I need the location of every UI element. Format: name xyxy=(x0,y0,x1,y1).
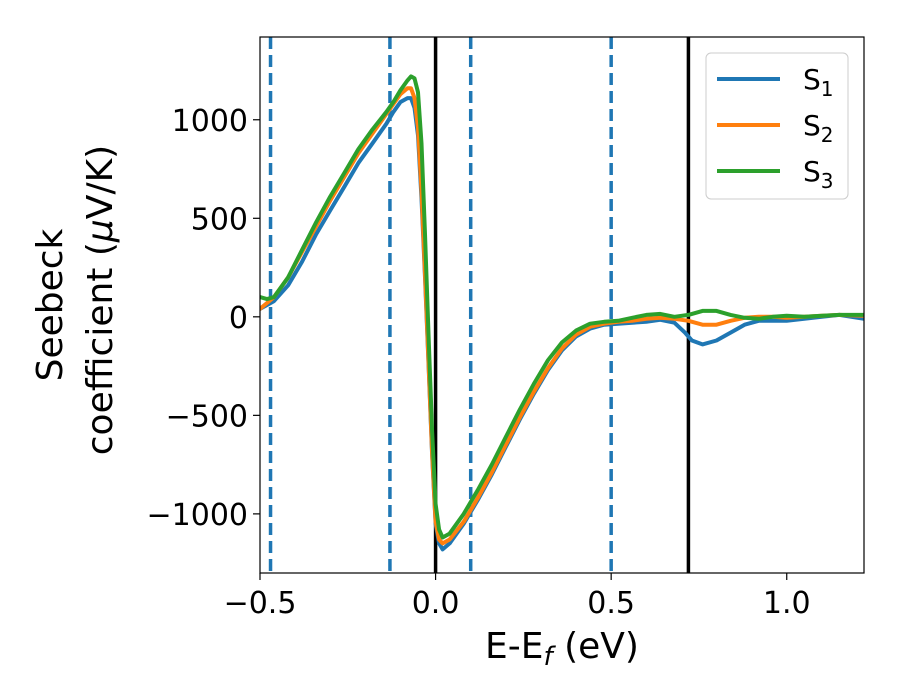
y-axis-label-line2-a: coefficient ( xyxy=(80,242,121,455)
legend: S1 S2 S3 xyxy=(705,52,849,200)
x-tick-label: 0.5 xyxy=(587,586,635,621)
y-tick-label: −1000 xyxy=(147,498,248,533)
series-line-S2 xyxy=(260,86,864,546)
legend-label-S3: S3 xyxy=(803,155,834,193)
legend-label-S2: S2 xyxy=(803,109,834,147)
x-axis-label-unit: (eV) xyxy=(553,626,639,667)
x-axis-label-main: E-E xyxy=(485,626,543,667)
legend-label-S1: S1 xyxy=(803,63,834,101)
x-axis-label: E-Ef (eV) xyxy=(485,626,639,672)
x-tick-label: 0.0 xyxy=(412,586,460,621)
series-lines xyxy=(260,74,864,552)
y-tick-label: −500 xyxy=(166,399,248,434)
y-tick-label: 1000 xyxy=(172,104,248,139)
plot-frame xyxy=(259,36,865,574)
y-axis-label-line2: coefficient (μV/K) xyxy=(80,145,121,455)
y-axis-ticks: −1000 −500 0 500 1000 xyxy=(147,104,260,533)
x-axis-ticks: −0.5 0.0 0.5 1.0 xyxy=(224,573,811,621)
series-line-S3 xyxy=(260,74,864,540)
x-tick-label: 1.0 xyxy=(763,586,811,621)
y-axis-label-mu: μ xyxy=(80,219,121,243)
y-tick-label: 0 xyxy=(229,301,248,336)
y-axis-label-line2-b: V/K) xyxy=(80,145,121,219)
x-tick-label: −0.5 xyxy=(224,586,297,621)
y-tick-label: 500 xyxy=(191,202,248,237)
y-axis-label-line1: Seebeck xyxy=(30,228,71,381)
